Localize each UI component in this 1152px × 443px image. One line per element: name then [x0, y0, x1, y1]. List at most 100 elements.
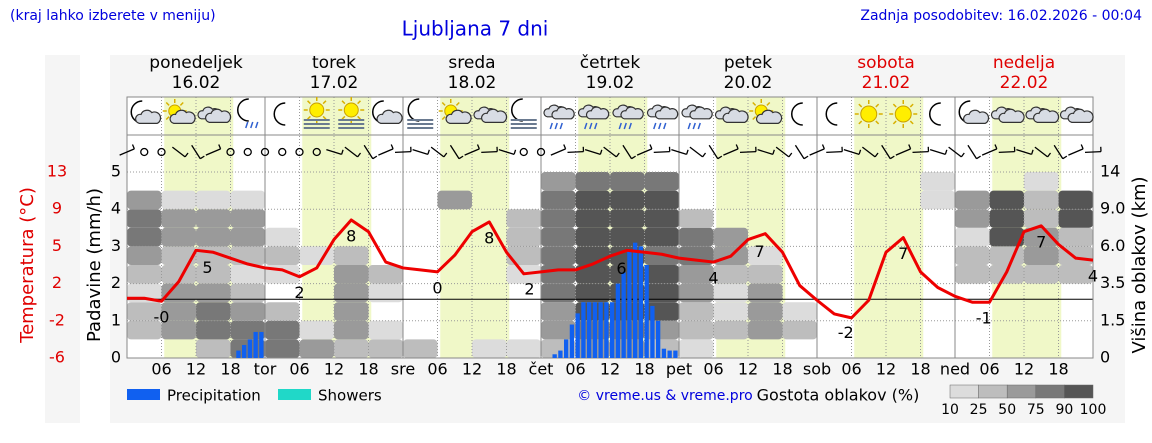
sun-ray: [441, 101, 446, 106]
y2-tick-label: 13: [47, 162, 67, 181]
wind-barb: [205, 148, 221, 156]
cloud-cell: [713, 265, 748, 284]
cloud-cell: [230, 209, 265, 228]
cloud-cell: [230, 227, 265, 247]
precip-bar: [236, 350, 241, 358]
cloud-cell: [679, 320, 714, 340]
rain: [618, 122, 622, 130]
day-name: torek: [312, 53, 356, 73]
cloud-cell: [265, 339, 300, 358]
cloud-cell: [679, 339, 714, 358]
precip-bar: [673, 350, 678, 358]
day-name: ponedeljek: [149, 53, 243, 73]
precip-bar: [650, 305, 655, 358]
wind-barb: [775, 146, 790, 158]
rain: [250, 121, 254, 129]
cloud-legend-label: 90: [1055, 402, 1073, 418]
temperature-annotation: 0: [432, 278, 442, 297]
wind-barb-tick: [735, 144, 739, 150]
wind-barb: [498, 149, 515, 155]
cloud-cell: [782, 302, 817, 321]
wind-barb: [344, 146, 359, 158]
wind-barb-tick: [599, 149, 603, 155]
cloud: [376, 109, 403, 124]
cloud: [722, 108, 749, 123]
cloud: [585, 106, 610, 120]
cloud-cell: [713, 320, 748, 340]
x-tick-label: ned: [940, 360, 970, 379]
cloud-cell: [230, 302, 265, 321]
x-tick-label: sob: [803, 360, 831, 379]
cloud-cell: [161, 283, 196, 303]
sun-ray: [165, 116, 170, 121]
sun-ray: [322, 100, 327, 105]
cloud-cell: [1058, 209, 1093, 228]
cloud-legend-label: 100: [1080, 402, 1107, 418]
sun-ray: [858, 103, 863, 108]
sun-ray: [441, 116, 446, 121]
wind-barb-tick: [357, 152, 362, 158]
wind-barb-tick: [649, 144, 653, 150]
cloud-cell: [644, 320, 679, 340]
rain: [594, 122, 598, 130]
x-tick-label: 18: [634, 360, 654, 379]
cloud-cell: [679, 283, 714, 303]
precip-bar: [604, 302, 609, 358]
wind-barb-tick: [889, 155, 895, 160]
x-tick-label: 18: [220, 360, 240, 379]
wind-calm: [295, 147, 304, 157]
daylight-band: [440, 97, 510, 358]
cloud-cell: [610, 209, 645, 228]
wind-barb-tick: [563, 144, 567, 150]
wind-barb: [653, 150, 670, 154]
cloud: [654, 106, 679, 120]
cloud-cell: [265, 320, 300, 340]
wind-barb-tick: [994, 144, 998, 150]
cloud-cell: [299, 339, 334, 358]
wind-barb: [636, 148, 653, 156]
cloud-cell: [265, 302, 300, 321]
day-date: 21.02: [862, 73, 911, 93]
cloud: [204, 108, 232, 123]
cloud-cell: [161, 209, 196, 228]
wind-calm: [226, 147, 235, 157]
cloud-cell: [437, 190, 472, 210]
x-tick-label: 18: [1048, 360, 1068, 379]
cloud-cell: [541, 172, 576, 191]
cloud-cell: [575, 246, 610, 265]
wind-barb: [1034, 146, 1049, 158]
x-tick-label: 06: [703, 360, 723, 379]
cloud-cell: [230, 265, 265, 284]
temperature-annotation: -2: [838, 323, 854, 342]
wind-barb-tick: [513, 149, 517, 155]
wind-barb-tick: [717, 155, 723, 160]
wind-barb: [567, 150, 584, 154]
cloud-cell: [1058, 265, 1093, 284]
x-tick-label: 06: [427, 360, 447, 379]
cloud-cell: [161, 265, 196, 284]
cloud-cell: [161, 246, 196, 265]
weather-symbols: [119, 97, 1102, 160]
cloud-cell: [127, 227, 162, 247]
daylight-band: [854, 97, 924, 358]
sun-ray: [752, 116, 757, 121]
legend-swatch: [278, 389, 311, 400]
y2-tick-label: -6: [49, 348, 65, 367]
precip-bar: [575, 313, 580, 358]
wind-barb: [912, 150, 929, 154]
temperature-annotation: 7: [898, 244, 908, 263]
cloud: [134, 109, 162, 124]
wind-barb: [412, 149, 429, 155]
cloud-cell: [679, 227, 714, 247]
wind-barb-tick: [1031, 149, 1034, 155]
wind-calm: [519, 147, 528, 157]
cloud: [1067, 108, 1094, 123]
wind-barb-tick: [1047, 152, 1052, 158]
cloud-cell: [127, 302, 162, 321]
cloud-cell: [196, 302, 231, 321]
cloud-cell: [920, 190, 955, 210]
wind-barb-tick: [427, 149, 430, 155]
cloud-cell: [334, 246, 369, 265]
cloud-cell: [161, 227, 196, 247]
y3-tick-label: 3.5: [1100, 273, 1125, 292]
